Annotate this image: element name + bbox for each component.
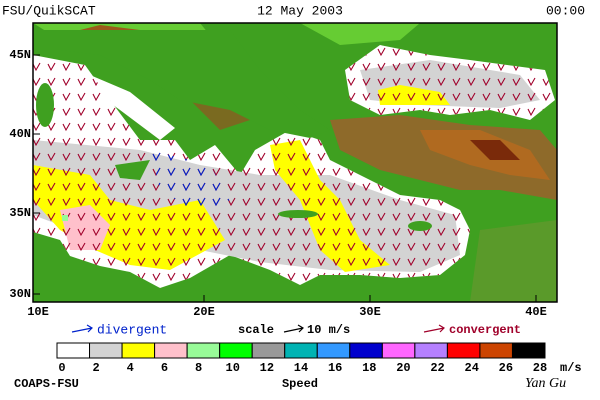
graticule-ticks bbox=[33, 54, 537, 302]
colorbar-label: 24 bbox=[465, 361, 479, 375]
map-frame bbox=[32, 22, 558, 303]
lon-label: 20E bbox=[193, 305, 215, 319]
speed-patch bbox=[62, 215, 68, 221]
colorbar-swatch bbox=[284, 342, 318, 359]
colorbar-label: 26 bbox=[499, 361, 513, 375]
author: Yan Gu bbox=[525, 376, 566, 391]
colorbar-label: 20 bbox=[396, 361, 410, 375]
colorbar-swatch bbox=[316, 342, 351, 359]
colorbar-unit: m/s bbox=[560, 361, 582, 375]
islands bbox=[33, 30, 432, 231]
colorbar-swatch bbox=[186, 342, 221, 359]
lat-label: 35N bbox=[9, 206, 31, 220]
colorbar-title: Speed bbox=[282, 377, 318, 391]
colorbar-swatch bbox=[414, 342, 448, 359]
legend-scale-value: 10 m/s bbox=[307, 323, 350, 337]
map bbox=[33, 23, 557, 302]
legend-convergent: convergent bbox=[449, 323, 521, 337]
title: FSU/QuikSCAT bbox=[2, 3, 96, 18]
lon-label: 30E bbox=[359, 305, 381, 319]
colorbar-label: 12 bbox=[260, 361, 274, 375]
lat-label: 30N bbox=[9, 287, 31, 301]
colorbar: 0 2 4 6 8 10 12 14 16 18 20 22 24 26 28 bbox=[56, 342, 547, 375]
colorbar-swatch bbox=[511, 342, 546, 359]
colorbar-swatch bbox=[121, 342, 156, 359]
colorbar-label: 22 bbox=[430, 361, 444, 375]
colorbar-swatch bbox=[154, 342, 188, 359]
credit: COAPS-FSU bbox=[14, 377, 79, 391]
colorbar-label: 2 bbox=[93, 361, 100, 375]
colorbar-label: 0 bbox=[58, 361, 65, 375]
highland bbox=[330, 115, 557, 200]
colorbar-swatch bbox=[89, 342, 123, 359]
colorbar-label: 10 bbox=[226, 361, 240, 375]
legend-divergent: divergent bbox=[97, 322, 167, 337]
lon-label: 10E bbox=[27, 305, 49, 319]
colorbar-label: 14 bbox=[294, 361, 308, 375]
lon-label: 40E bbox=[525, 305, 547, 319]
date: 12 May 2003 bbox=[257, 3, 343, 18]
lowland bbox=[300, 23, 420, 45]
colorbar-swatch bbox=[219, 342, 253, 359]
desert-edge bbox=[470, 220, 557, 302]
colorbar-label: 8 bbox=[195, 361, 202, 375]
colorbar-swatch bbox=[479, 342, 513, 359]
colorbar-label: 6 bbox=[161, 361, 168, 375]
colorbar-swatch bbox=[349, 342, 383, 359]
legend: divergent scale 10 m/s convergent bbox=[71, 322, 521, 337]
time: 00:00 bbox=[546, 3, 585, 18]
colorbar-swatch bbox=[446, 342, 481, 359]
sea bbox=[33, 45, 555, 288]
colorbar-label: 18 bbox=[362, 361, 376, 375]
colorbar-label: 16 bbox=[328, 361, 342, 375]
colorbar-swatch bbox=[251, 342, 286, 359]
colorbar-swatch bbox=[381, 342, 416, 359]
legend-scale: scale bbox=[238, 323, 274, 337]
colorbar-swatch bbox=[56, 342, 91, 359]
peaks bbox=[470, 140, 520, 160]
colorbar-label: 28 bbox=[533, 361, 547, 375]
colorbar-label: 4 bbox=[127, 361, 134, 375]
lat-label: 40N bbox=[9, 127, 31, 141]
lat-label: 45N bbox=[9, 48, 31, 62]
